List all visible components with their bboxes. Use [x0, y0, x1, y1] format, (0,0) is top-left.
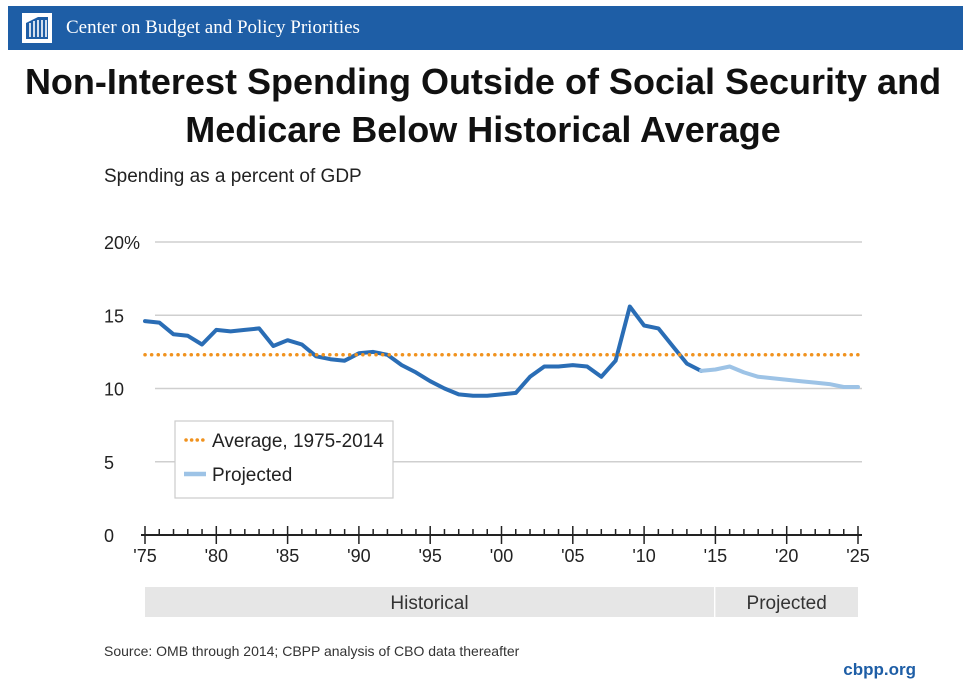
- x-tick-label: '10: [632, 546, 655, 566]
- x-tick-label: '75: [133, 546, 156, 566]
- x-tick-label: '95: [418, 546, 441, 566]
- x-tick-label: '20: [775, 546, 798, 566]
- legend: Average, 1975-2014 Projected: [174, 420, 394, 499]
- historical-series-line: [143, 304, 704, 398]
- org-name[interactable]: Center on Budget and Policy Priorities: [66, 17, 360, 38]
- x-axis: '75 '80 '85 '90 '95 '00 '05 '10 '15 '20 '25: [133, 526, 870, 566]
- y-axis-ticks: 0 5 10 15 20%: [104, 233, 140, 546]
- chart-subtitle: Spending as a percent of GDP: [104, 166, 362, 187]
- cbpp-building-logo-icon: [22, 13, 52, 43]
- x-tick-label: '90: [347, 546, 370, 566]
- projected-series-line: [699, 364, 860, 389]
- y-tick-label: 15: [104, 306, 124, 326]
- period-bands: Historical Projected: [145, 587, 858, 617]
- gridlines: [155, 241, 862, 463]
- source-note: Source: OMB through 2014; CBPP analysis …: [104, 643, 520, 659]
- y-tick-label: 5: [104, 453, 114, 473]
- x-tick-label: '85: [276, 546, 299, 566]
- period-label: Historical: [390, 593, 468, 614]
- x-tick-label: '05: [561, 546, 584, 566]
- x-tick-label: '15: [704, 546, 727, 566]
- header-bar: Center on Budget and Policy Priorities: [8, 6, 963, 50]
- chart-title: Non-Interest Spending Outside of Social …: [24, 61, 942, 150]
- legend-box: [174, 420, 394, 499]
- period-band: [145, 587, 714, 617]
- y-tick-label: 10: [104, 380, 124, 400]
- x-tick-label: '25: [846, 546, 869, 566]
- legend-label-average: Average, 1975-2014: [212, 431, 384, 452]
- y-tick-label: 0: [104, 526, 114, 546]
- x-tick-label: '00: [490, 546, 513, 566]
- series-lines: [143, 304, 860, 398]
- period-label: Projected: [747, 593, 827, 614]
- legend-label-projected: Projected: [212, 465, 292, 486]
- x-tick-label: '80: [205, 546, 228, 566]
- y-tick-label: 20%: [104, 233, 140, 253]
- period-band: [715, 587, 858, 617]
- site-link[interactable]: cbpp.org: [843, 660, 916, 679]
